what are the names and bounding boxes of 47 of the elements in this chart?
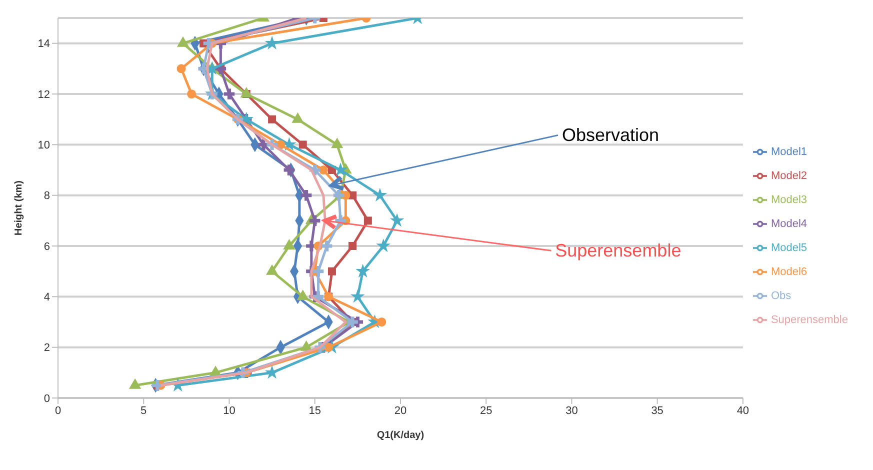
y-tick-label: 2 [44, 342, 50, 354]
legend-label: Obs [770, 290, 792, 302]
x-tick-label: 30 [566, 404, 578, 417]
y-tick-label: 8 [44, 190, 50, 202]
y-tick-label: 10 [38, 140, 50, 152]
point [328, 267, 336, 276]
y-tick-label: 12 [38, 88, 50, 101]
legend-label: Model5 [770, 242, 808, 254]
y-tick-label: 4 [44, 292, 50, 304]
point [333, 190, 344, 201]
legend-label: Superensemble [770, 314, 848, 326]
point [372, 188, 388, 202]
point [268, 115, 276, 124]
point [312, 266, 324, 277]
legend-label: Model6 [770, 266, 808, 278]
legend-label: Model3 [770, 194, 808, 206]
x-tick-label: 0 [54, 404, 62, 417]
x-tick-label: 5 [140, 404, 147, 417]
x-tick-label: 20 [394, 404, 407, 417]
point [187, 89, 196, 99]
x-tick-label: 10 [223, 404, 236, 417]
point [318, 165, 328, 175]
x-tick-label: 15 [308, 404, 321, 417]
point [264, 36, 280, 50]
x-tick-label: 35 [651, 404, 664, 417]
y-tick-label: 6 [44, 240, 50, 253]
point [176, 64, 186, 74]
y-axis-title: Height (km) [14, 180, 25, 236]
point [350, 289, 365, 303]
point [298, 140, 307, 149]
point [264, 365, 280, 379]
y-tick-label: 0 [44, 392, 50, 405]
point [356, 264, 370, 278]
point [377, 317, 386, 327]
point [300, 190, 312, 201]
point [224, 88, 235, 100]
legend-label: Model2 [770, 170, 808, 182]
x-axis-title: Q1(K/day) [376, 430, 424, 441]
y-tick-label: 14 [38, 38, 50, 50]
legend-label: Model4 [770, 218, 808, 230]
legend-label: Model1 [770, 146, 808, 158]
annotation: Superensemble [555, 240, 682, 261]
x-tick-label: 40 [736, 404, 750, 417]
x-tick-label: 25 [480, 404, 492, 417]
point [309, 215, 320, 226]
point [284, 164, 295, 176]
annotation: Observation [562, 125, 660, 146]
